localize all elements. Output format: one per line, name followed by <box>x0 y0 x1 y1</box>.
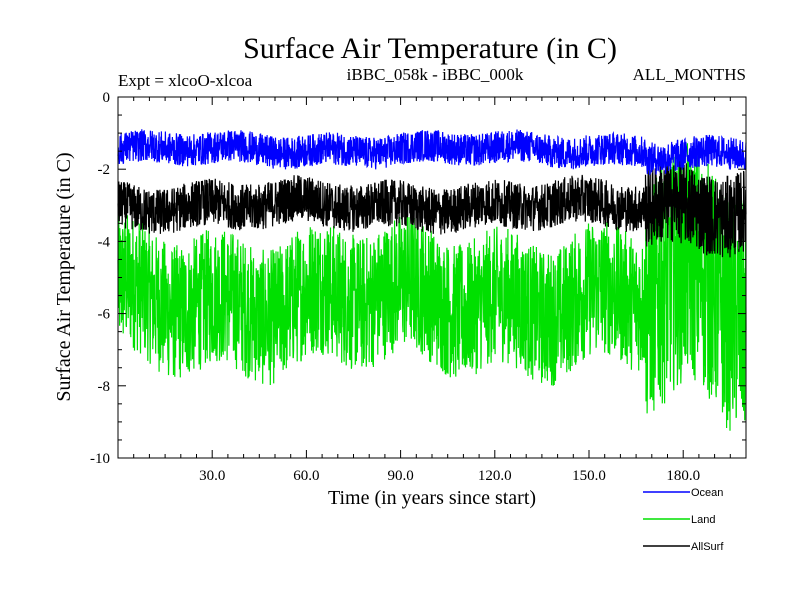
legend-label-ocean: Ocean <box>691 487 723 499</box>
x-tick-label: 30.0 <box>199 468 225 484</box>
x-tick-label: 120.0 <box>478 468 512 484</box>
x-tick-label: 180.0 <box>666 468 700 484</box>
series-line-ocean <box>117 129 747 176</box>
axis-ticks: 30.0 60.0 90.0 120.0 150.0 180.0 0 -2 -4 -6 -8 -10 <box>90 90 746 484</box>
y-tick-label: -4 <box>98 234 111 250</box>
legend-label-land: Land <box>691 514 715 526</box>
y-tick-label: -2 <box>98 162 111 178</box>
series-line-land <box>117 143 747 431</box>
series-line-allsurf <box>117 160 747 258</box>
y-tick-label: -6 <box>98 307 111 323</box>
experiment-label: Expt = xlcoO-xlcoa <box>118 71 253 90</box>
y-tick-label: 0 <box>103 90 111 106</box>
comparison-label: iBBC_058k - iBBC_000k <box>347 65 524 84</box>
y-axis-label: Surface Air Temperature (in C) <box>53 152 75 401</box>
x-tick-label: 150.0 <box>572 468 606 484</box>
legend-label-allsurf: AllSurf <box>691 541 724 553</box>
x-tick-label: 60.0 <box>293 468 319 484</box>
x-axis-label: Time (in years since start) <box>328 487 536 509</box>
chart-title: Surface Air Temperature (in C) <box>243 32 617 65</box>
y-tick-label: -10 <box>90 451 110 467</box>
period-label: ALL_MONTHS <box>633 65 746 84</box>
plot-lines <box>117 129 747 431</box>
y-tick-label: -8 <box>98 379 111 395</box>
x-tick-label: 90.0 <box>387 468 413 484</box>
legend: Ocean Land AllSurf <box>643 487 724 553</box>
